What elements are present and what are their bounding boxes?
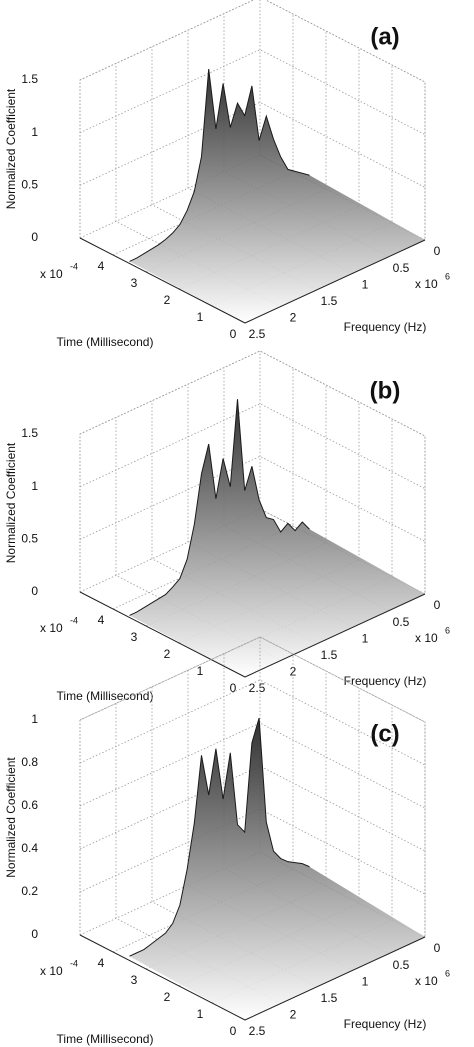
y-tick-label: 4 <box>98 613 105 627</box>
y-tick-label: 2 <box>164 647 171 661</box>
z-tick-label: 0.5 <box>21 532 38 546</box>
y-axis <box>79 934 246 1021</box>
x-tick-label: 1 <box>362 974 369 988</box>
box-edge <box>79 350 426 594</box>
surface-ridge <box>129 399 310 616</box>
y-tick-label: 0 <box>230 327 237 341</box>
y-axis-label: Time (Millisecond) <box>57 1032 154 1046</box>
panel-label: (b) <box>370 377 401 404</box>
y-tick-label: 2 <box>164 293 171 307</box>
panel-label: (a) <box>370 23 399 50</box>
x-tick-label: 1.5 <box>321 648 338 662</box>
z-tick-label: 1 <box>31 712 38 726</box>
y-axis <box>79 591 246 678</box>
x-axis-label: Frequency (Hz) <box>344 1017 427 1031</box>
x-tick-label: 0 <box>434 598 441 612</box>
surface-sheet <box>129 399 425 677</box>
x-axis-label: Frequency (Hz) <box>344 674 427 688</box>
surface-ridge <box>129 68 310 262</box>
x-tick-label: 2 <box>290 311 297 325</box>
surface-sheet <box>129 717 425 1020</box>
y-tick-label: 0 <box>230 1024 237 1038</box>
x-axis-label: Frequency (Hz) <box>344 320 427 334</box>
z-tick-label: 1 <box>31 479 38 493</box>
panel-label: (c) <box>370 720 399 747</box>
surface-plot: 0 0.5 1 1.5 0 0.5 1 1.5 2 2.5 0 1 2 3 4 x 10 6 x 10 -4 Freq… <box>4 0 450 349</box>
x-tick-label: 1.5 <box>321 991 338 1005</box>
y-tick-label: 1 <box>197 1007 204 1021</box>
z-tick-label: 1 <box>31 125 38 139</box>
y-exponent: -4 <box>70 261 78 271</box>
x-axis <box>244 936 426 1021</box>
surface-ridge <box>129 717 310 957</box>
x-tick-label: 2.5 <box>249 681 266 695</box>
surface-plot: 0 0.2 0.4 0.6 0.8 1 0 0.5 1 1.5 2 2.5 0 1 2 3 4 x 10 6 x 10… <box>4 636 450 1046</box>
z-tick-label: 0 <box>31 927 38 941</box>
surface-sheet <box>129 68 425 323</box>
x-tick-label: 0.5 <box>393 615 410 629</box>
x-tick-label: 0 <box>434 244 441 258</box>
y-axis-label: Time (Millisecond) <box>57 689 154 703</box>
grid-line <box>151 46 318 291</box>
y-exponent: -4 <box>70 615 78 625</box>
y-exponent: -4 <box>70 958 78 968</box>
y-multiplier: x 10 <box>40 964 63 978</box>
y-axis-label: Time (Millisecond) <box>57 335 154 349</box>
y-tick-label: 4 <box>98 259 105 273</box>
y-tick-label: 4 <box>98 956 105 970</box>
y-multiplier: x 10 <box>40 267 63 281</box>
x-exponent: 6 <box>445 968 450 978</box>
z-tick-label: 0 <box>31 230 38 244</box>
y-tick-label: 3 <box>131 973 138 987</box>
y-tick-label: 1 <box>197 310 204 324</box>
z-tick-label: 0.6 <box>21 798 38 812</box>
y-multiplier: x 10 <box>40 621 63 635</box>
z-tick-label: 0.5 <box>21 178 38 192</box>
x-tick-label: 0.5 <box>393 958 410 972</box>
x-multiplier: x 10 <box>415 277 438 291</box>
box-edge <box>79 636 426 937</box>
z-tick-label: 1.5 <box>21 72 38 86</box>
x-exponent: 6 <box>445 271 450 281</box>
x-exponent: 6 <box>445 625 450 635</box>
x-tick-label: 2.5 <box>249 1024 266 1038</box>
x-axis <box>244 239 426 324</box>
z-tick-label: 1.5 <box>21 426 38 440</box>
y-tick-label: 3 <box>131 630 138 644</box>
grid-line <box>115 417 282 661</box>
grid-line <box>115 63 282 307</box>
x-tick-label: 2.5 <box>249 327 266 341</box>
y-tick-label: 2 <box>164 990 171 1004</box>
z-tick-label: 0 <box>31 584 38 598</box>
x-multiplier: x 10 <box>415 631 438 645</box>
y-axis <box>79 237 246 324</box>
x-tick-label: 1.5 <box>321 294 338 308</box>
x-multiplier: x 10 <box>415 974 438 988</box>
z-axis-label: Normalized Coefficient <box>4 757 18 878</box>
z-tick-label: 0.8 <box>21 755 38 769</box>
x-tick-label: 1 <box>362 277 369 291</box>
grid-line <box>151 400 318 645</box>
grid-line <box>151 686 318 988</box>
box-edge <box>79 0 426 240</box>
z-axis-label: Normalized Coefficient <box>4 88 18 209</box>
grid-line <box>115 703 282 1004</box>
x-tick-label: 0 <box>434 941 441 955</box>
grid-line <box>187 384 354 628</box>
y-tick-label: 1 <box>197 664 204 678</box>
y-tick-label: 0 <box>230 681 237 695</box>
z-tick-label: 0.2 <box>21 884 38 898</box>
x-tick-label: 1 <box>362 631 369 645</box>
z-tick-label: 0.4 <box>21 841 38 855</box>
z-axis-label: Normalized Coefficient <box>4 442 18 563</box>
x-axis <box>244 593 426 678</box>
grid-line <box>187 30 354 274</box>
x-tick-label: 0.5 <box>393 261 410 275</box>
y-tick-label: 3 <box>131 276 138 290</box>
x-tick-label: 2 <box>290 1008 297 1022</box>
